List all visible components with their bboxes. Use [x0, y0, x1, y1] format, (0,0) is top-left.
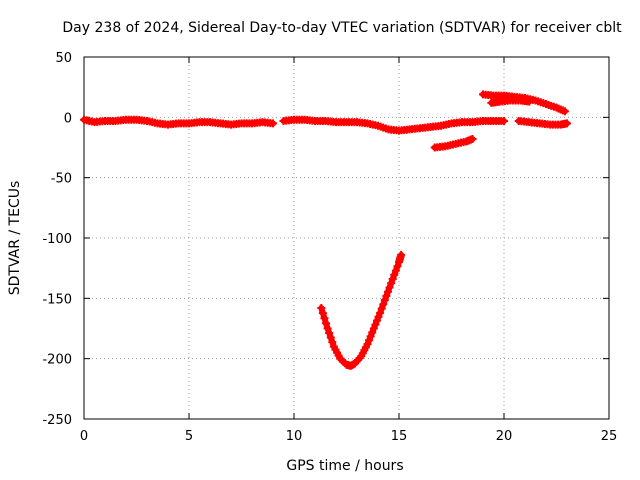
- data-point: [368, 328, 377, 337]
- data-point: [377, 304, 386, 313]
- data-point: [363, 340, 372, 349]
- data-point: [320, 314, 329, 323]
- y-axis-label: SDTVAR / TECUs: [7, 181, 23, 296]
- x-tick-label: 25: [601, 429, 618, 444]
- data-point: [382, 291, 391, 300]
- data-point: [371, 320, 380, 329]
- data-point: [500, 116, 508, 125]
- data-point: [325, 329, 334, 338]
- data-point: [383, 287, 392, 296]
- data-point: [374, 312, 383, 321]
- x-tick-label: 15: [391, 429, 408, 444]
- data-point: [388, 275, 397, 284]
- series-track-b: [279, 115, 508, 135]
- data-point: [365, 336, 374, 345]
- data-point: [563, 119, 571, 128]
- x-tick-label: 0: [80, 429, 88, 444]
- data-point: [397, 250, 406, 259]
- y-tick-label: -50: [51, 172, 72, 187]
- data-point: [372, 316, 381, 325]
- series-track-a: [80, 115, 277, 129]
- y-tick-label: -150: [42, 292, 72, 307]
- series-track-d: [317, 250, 406, 370]
- x-tick-label: 10: [286, 429, 303, 444]
- y-tick-label: -250: [42, 413, 72, 428]
- data-point: [379, 300, 388, 309]
- data-point: [318, 309, 327, 318]
- data-layer: [80, 90, 571, 370]
- data-point: [390, 270, 399, 279]
- x-tick-label: 5: [185, 429, 193, 444]
- data-point: [391, 266, 400, 275]
- x-tick-label: 20: [496, 429, 513, 444]
- data-point: [317, 303, 326, 312]
- series-track-c: [430, 135, 477, 152]
- data-point: [366, 332, 375, 341]
- data-point: [560, 107, 569, 116]
- data-point: [323, 324, 332, 333]
- data-point: [380, 296, 389, 305]
- y-tick-label: 0: [64, 111, 72, 126]
- data-point: [385, 283, 394, 292]
- data-point: [468, 135, 477, 144]
- data-point: [369, 324, 378, 333]
- data-point: [393, 262, 402, 271]
- series-track-f: [487, 96, 534, 107]
- x-axis-label: GPS time / hours: [286, 458, 403, 474]
- data-point: [326, 333, 335, 342]
- data-point: [376, 308, 385, 317]
- y-tick-label: 50: [55, 51, 72, 66]
- series-track-g: [514, 116, 571, 129]
- data-point: [328, 338, 337, 347]
- y-tick-label: -100: [42, 232, 72, 247]
- data-point: [525, 97, 534, 106]
- y-tick-label: -200: [42, 353, 72, 368]
- chart-title: Day 238 of 2024, Sidereal Day-to-day VTE…: [62, 20, 622, 36]
- data-point: [387, 279, 396, 288]
- data-point: [322, 319, 331, 328]
- data-point: [269, 119, 277, 128]
- axis-ticks: 0 5 10 15 20 25 50 0 -50 -100 -150 -200 -250: [42, 51, 617, 444]
